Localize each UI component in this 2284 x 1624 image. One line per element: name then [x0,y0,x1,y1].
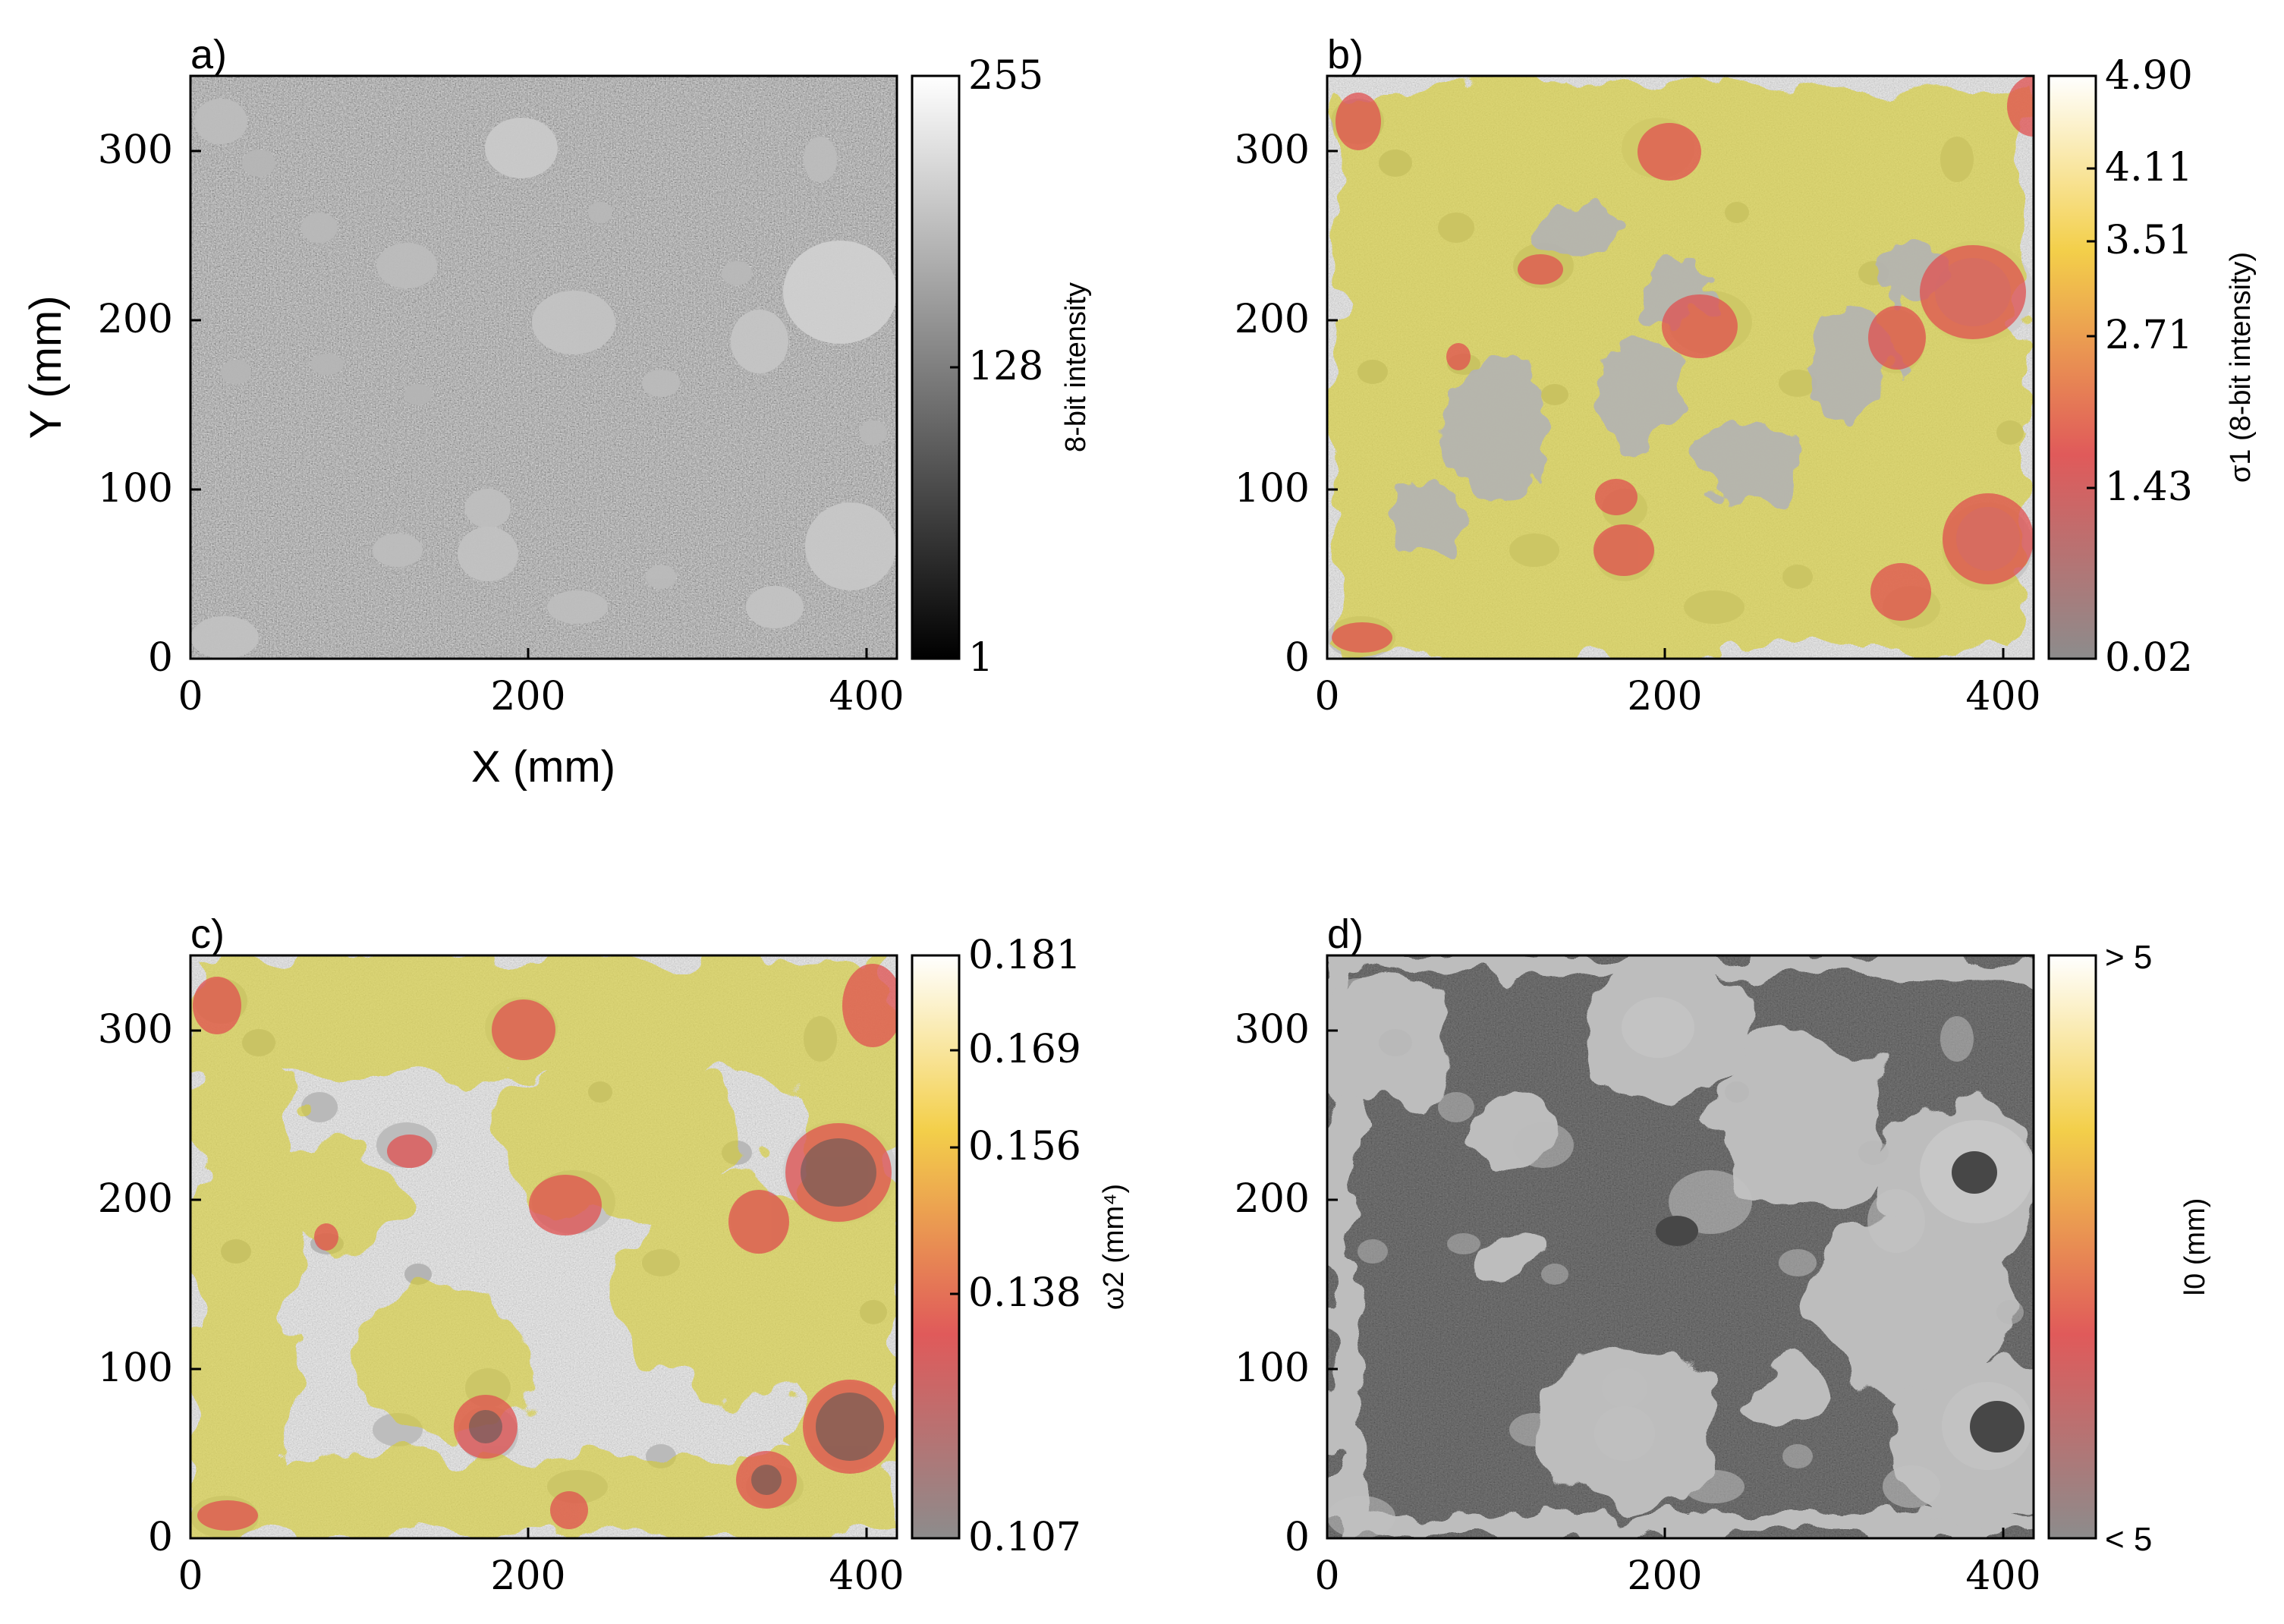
ytick-b-3: 300 [1235,127,1310,173]
panel-label-b: b) [1327,32,1364,77]
cbar-c-tick-0: 0.181 [968,933,1081,978]
panel-d: d) 0 100 200 300 0 200 400 > 5 < 5 l0 (m… [1235,911,2211,1599]
ytick-d-0: 0 [1285,1515,1310,1560]
panel-label-c: c) [190,911,225,957]
ytick-c-2: 200 [98,1176,173,1222]
colorbar-c [911,954,961,1540]
panel-a: a) 0 100 200 300 0 200 400 X (mm) Y (mm)… [21,32,1092,792]
ytick-d-1: 100 [1235,1345,1310,1391]
xtick-b-1: 200 [1627,674,1702,719]
cbar-c-tick-2: 0.156 [968,1124,1081,1169]
cbar-a-tick-2: 1 [968,635,993,681]
xtick-c-2: 400 [829,1553,904,1599]
y-axis-ticks-c: 0 100 200 300 [98,1007,173,1560]
cbar-d-tick-0: > 5 [2105,939,2152,976]
ytick-b-0: 0 [1285,635,1310,681]
cbar-d-tick-1: < 5 [2105,1521,2152,1558]
plot-frame-a [189,74,898,660]
ytick-d-2: 200 [1235,1176,1310,1222]
panel-c: c) 0 100 200 300 0 200 400 0.181 0.169 0… [98,911,1130,1599]
colorbar-d [2047,954,2097,1540]
xtick-d-2: 400 [1965,1553,2040,1599]
ytick-c-1: 100 [98,1345,173,1391]
ytick-b-2: 200 [1235,297,1310,342]
cbar-a-tick-0: 255 [968,53,1043,99]
y-axis-ticks-a: 0 100 200 300 [98,127,173,681]
y-axis-ticks-b: 0 100 200 300 [1235,127,1310,681]
cbar-d-label: l0 (mm) [2179,1198,2211,1296]
ytick-a-0: 0 [148,635,173,681]
ytick-a-2: 200 [98,297,173,342]
cbar-c-label: ω2 (mm⁴) [1098,1184,1130,1310]
cbar-b-label: σ1 (8-bit intensity) [2225,252,2257,483]
cbar-b-tick-3: 2.71 [2105,313,2193,358]
ytick-a-1: 100 [98,466,173,511]
ytick-c-3: 300 [98,1007,173,1053]
y-axis-ticks-d: 0 100 200 300 [1235,1007,1310,1560]
ytick-d-3: 300 [1235,1007,1310,1053]
cbar-b-tick-4: 1.43 [2105,464,2193,510]
xtick-d-1: 200 [1627,1553,1702,1599]
panel-label-d: d) [1327,911,1364,957]
plot-frame-c [189,954,898,1540]
y-axis-label: Y (mm) [21,295,71,439]
xtick-c-1: 200 [490,1553,565,1599]
x-axis-label: X (mm) [471,742,615,792]
x-axis-ticks-c: 0 200 400 [178,1553,904,1599]
cbar-a-label: 8-bit intensity [1060,282,1092,452]
xtick-b-2: 400 [1965,674,2040,719]
xtick-a-0: 0 [178,674,203,719]
panel-b: b) 0 100 200 300 0 200 400 4.90 4.11 3.5… [1235,32,2257,719]
panel-label-a: a) [190,32,227,77]
cbar-b-tick-5: 0.02 [2105,635,2193,681]
x-axis-ticks-a: 0 200 400 [178,674,904,719]
ytick-c-0: 0 [148,1515,173,1560]
xtick-c-0: 0 [178,1553,203,1599]
cbar-a-tick-1: 128 [968,344,1043,389]
xtick-b-0: 0 [1314,674,1339,719]
plot-frame-d [1326,954,2035,1540]
cbar-c-tick-4: 0.107 [968,1515,1081,1560]
ytick-a-3: 300 [98,127,173,173]
x-axis-ticks-b: 0 200 400 [1314,674,2040,719]
cbar-b-tick-2: 3.51 [2105,218,2193,263]
cbar-c-tick-3: 0.138 [968,1270,1081,1316]
cbar-b-tick-1: 4.11 [2105,145,2193,190]
cbar-b-tick-0: 4.90 [2105,53,2193,99]
ytick-b-1: 100 [1235,466,1310,511]
cbar-c-tick-1: 0.169 [968,1027,1081,1072]
x-axis-ticks-d: 0 200 400 [1314,1553,2040,1599]
colorbar-b [2047,74,2097,660]
xtick-d-0: 0 [1314,1553,1339,1599]
xtick-a-2: 400 [829,674,904,719]
plot-frame-b [1326,74,2035,660]
xtick-a-1: 200 [490,674,565,719]
